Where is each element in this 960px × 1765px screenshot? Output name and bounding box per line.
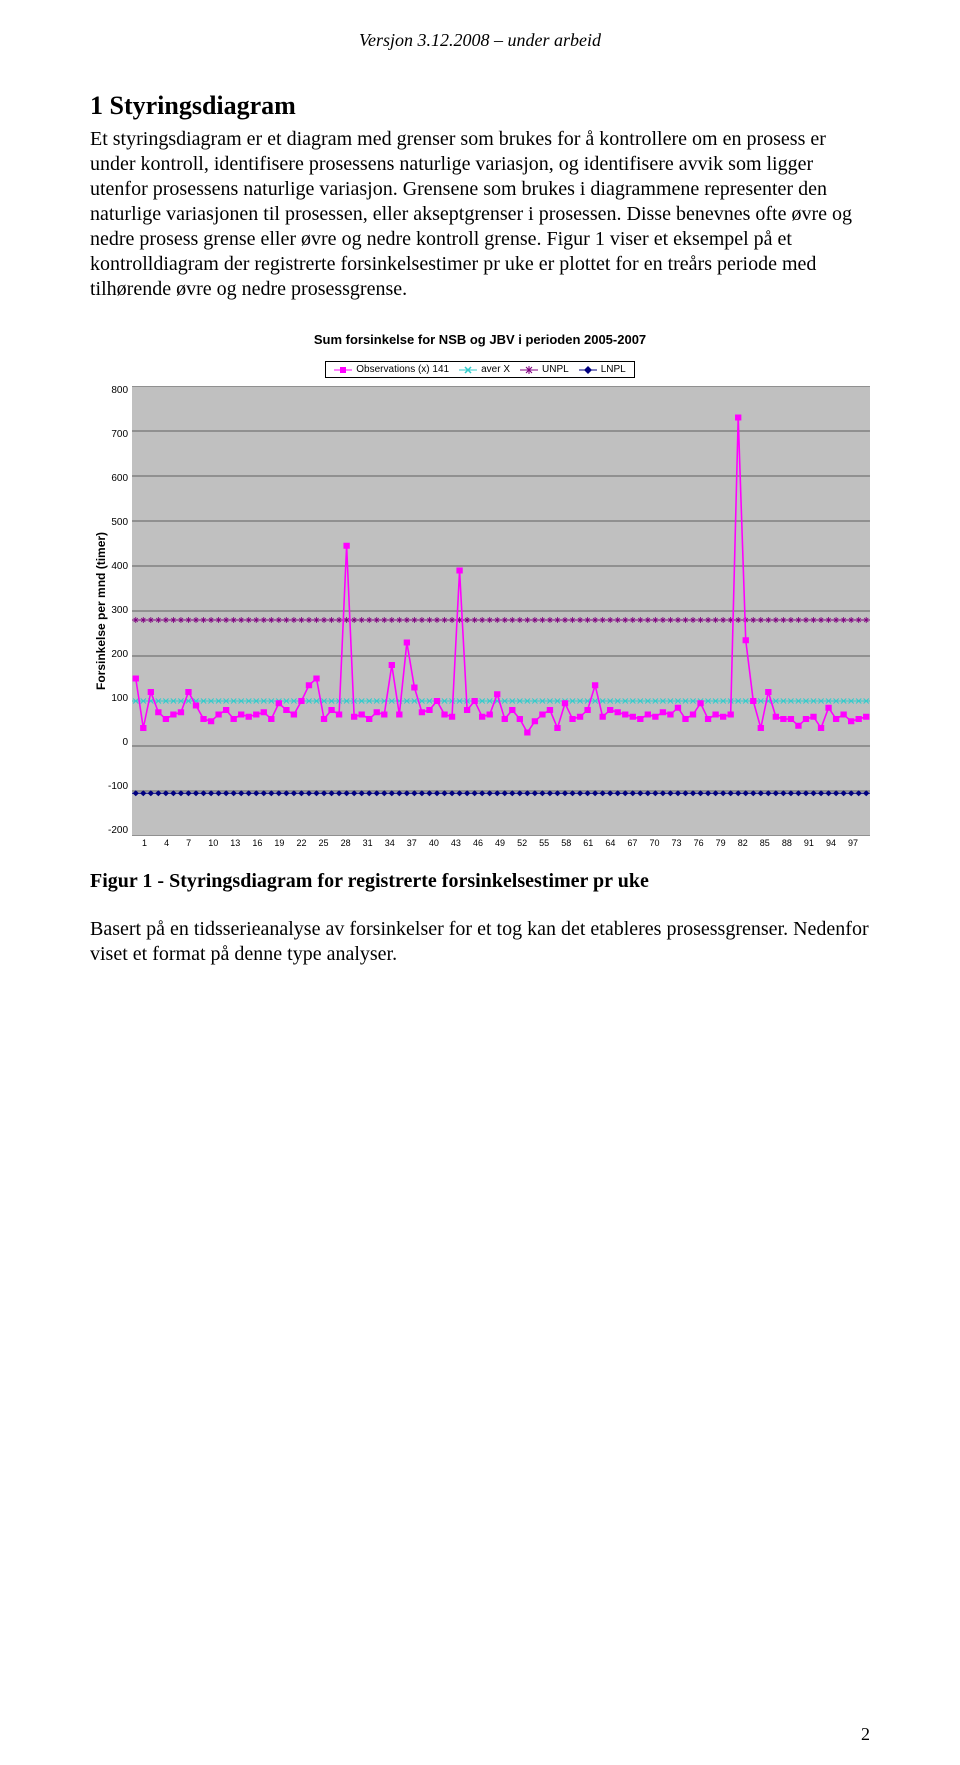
square-marker-icon bbox=[334, 366, 352, 374]
plot-area bbox=[132, 386, 870, 836]
legend-item-unpl: UNPL bbox=[520, 364, 569, 375]
legend-label: LNPL bbox=[601, 364, 626, 375]
y-tick-label: 100 bbox=[108, 694, 128, 704]
x-axis-ticks: 1471013161922252831343740434649525558616… bbox=[142, 838, 870, 848]
x-tick-label: 1 bbox=[142, 838, 164, 848]
x-tick-label: 76 bbox=[694, 838, 716, 848]
diamond-marker-icon bbox=[579, 366, 597, 374]
y-tick-label: -200 bbox=[108, 826, 128, 836]
y-tick-label: -100 bbox=[108, 782, 128, 792]
x-marker-icon bbox=[459, 366, 477, 374]
x-tick-label: 94 bbox=[826, 838, 848, 848]
legend-item-lnpl: LNPL bbox=[579, 364, 626, 375]
legend-label: UNPL bbox=[542, 364, 569, 375]
x-tick-label: 52 bbox=[517, 838, 539, 848]
x-tick-label: 28 bbox=[341, 838, 363, 848]
section-title: 1 Styringsdiagram bbox=[90, 91, 870, 121]
y-tick-label: 700 bbox=[108, 430, 128, 440]
chart-container: Forsinkelse per mnd (timer) 800 700 600 500… bbox=[90, 386, 870, 836]
y-axis-title: Forsinkelse per mnd (timer) bbox=[90, 386, 108, 836]
x-tick-label: 61 bbox=[583, 838, 605, 848]
y-tick-label: 600 bbox=[108, 474, 128, 484]
x-tick-label: 88 bbox=[782, 838, 804, 848]
x-tick-label: 7 bbox=[186, 838, 208, 848]
y-tick-label: 0 bbox=[108, 738, 128, 748]
y-axis-ticks: 800 700 600 500 400 300 200 100 0 -100 -200 bbox=[108, 386, 132, 836]
x-tick-label: 40 bbox=[429, 838, 451, 848]
page-number: 2 bbox=[861, 1724, 870, 1745]
paragraph-1: Et styringsdiagram er et diagram med gre… bbox=[90, 127, 870, 302]
x-tick-label: 13 bbox=[230, 838, 252, 848]
x-tick-label: 19 bbox=[274, 838, 296, 848]
x-tick-label: 58 bbox=[561, 838, 583, 848]
star-marker-icon bbox=[520, 366, 538, 374]
x-tick-label: 67 bbox=[627, 838, 649, 848]
legend-item-aver: aver X bbox=[459, 364, 510, 375]
x-tick-label: 4 bbox=[164, 838, 186, 848]
x-tick-label: 79 bbox=[716, 838, 738, 848]
x-tick-label: 85 bbox=[760, 838, 782, 848]
y-tick-label: 800 bbox=[108, 386, 128, 396]
page-header: Versjon 3.12.2008 – under arbeid bbox=[90, 30, 870, 51]
x-tick-label: 91 bbox=[804, 838, 826, 848]
paragraph-2: Basert på en tidsserieanalyse av forsink… bbox=[90, 917, 870, 967]
y-tick-label: 500 bbox=[108, 518, 128, 528]
x-tick-label: 37 bbox=[407, 838, 429, 848]
figure-caption: Figur 1 - Styringsdiagram for registrert… bbox=[90, 870, 870, 893]
legend-label: Observations (x) 141 bbox=[356, 364, 449, 375]
x-tick-label: 25 bbox=[319, 838, 341, 848]
legend-label: aver X bbox=[481, 364, 510, 375]
x-tick-label: 49 bbox=[495, 838, 517, 848]
x-tick-label: 46 bbox=[473, 838, 495, 848]
x-tick-label: 43 bbox=[451, 838, 473, 848]
x-tick-label: 34 bbox=[385, 838, 407, 848]
x-tick-label: 16 bbox=[252, 838, 274, 848]
x-tick-label: 31 bbox=[363, 838, 385, 848]
x-tick-label: 55 bbox=[539, 838, 561, 848]
x-tick-label: 70 bbox=[649, 838, 671, 848]
x-tick-label: 64 bbox=[605, 838, 627, 848]
legend-item-obs: Observations (x) 141 bbox=[334, 364, 449, 375]
x-tick-label: 97 bbox=[848, 838, 870, 848]
x-tick-label: 73 bbox=[672, 838, 694, 848]
x-tick-label: 22 bbox=[296, 838, 318, 848]
chart-title: Sum forsinkelse for NSB og JBV i periode… bbox=[90, 332, 870, 347]
x-tick-label: 82 bbox=[738, 838, 760, 848]
x-tick-label: 10 bbox=[208, 838, 230, 848]
y-tick-label: 400 bbox=[108, 562, 128, 572]
chart-legend: Observations (x) 141 aver X UNPL LNPL bbox=[325, 361, 634, 378]
y-tick-label: 200 bbox=[108, 650, 128, 660]
y-tick-label: 300 bbox=[108, 606, 128, 616]
